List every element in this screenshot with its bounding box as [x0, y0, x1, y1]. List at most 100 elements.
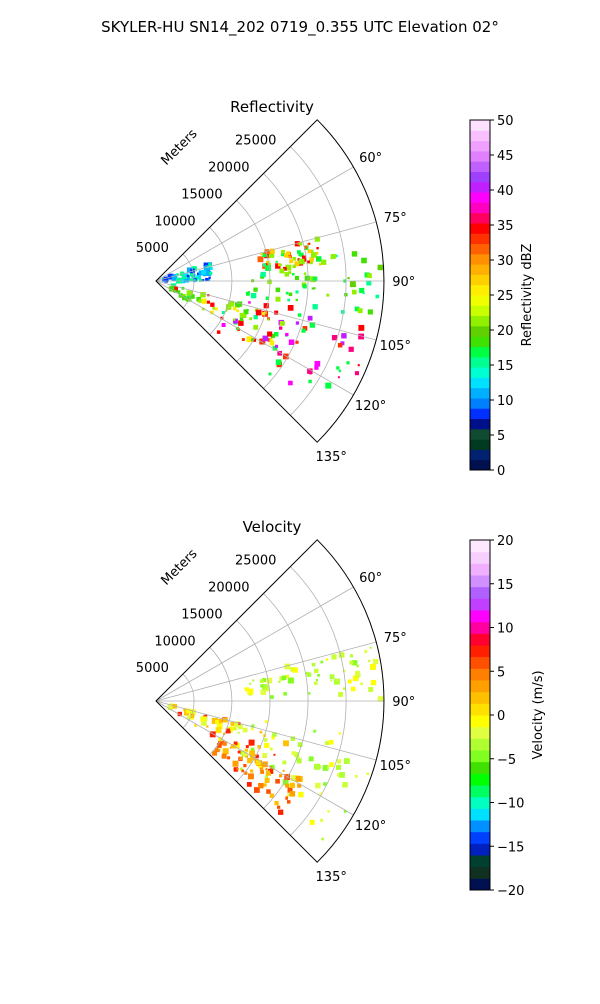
colorbar-tick-label: −10: [497, 797, 524, 812]
colorbar-swatch: [470, 738, 490, 751]
echo-cell: [214, 307, 218, 311]
echo-cell: [279, 263, 282, 267]
echo-cell: [245, 755, 249, 758]
colorbar-swatch: [470, 222, 490, 234]
echo-cell: [358, 324, 365, 331]
colorbar-swatch: [470, 785, 490, 798]
echo-cell: [267, 318, 270, 321]
echo-cell: [269, 747, 273, 751]
colorbar-swatch: [470, 408, 490, 420]
echo-cell: [338, 692, 343, 697]
echo-cell: [200, 719, 207, 726]
echo-cell: [310, 249, 314, 253]
echo-cell: [309, 372, 312, 375]
echo-cell: [284, 253, 289, 258]
echo-cell: [232, 760, 239, 767]
echo-cell: [297, 783, 302, 788]
echo-cell: [189, 278, 194, 282]
echo-cell: [216, 743, 222, 748]
velocity-radial-label: Meters: [159, 546, 201, 588]
echo-cell: [267, 279, 272, 285]
echo-cell: [215, 727, 222, 733]
echo-cell: [236, 309, 240, 313]
echo-cell: [326, 293, 330, 297]
echo-cell: [346, 361, 350, 365]
echo-cell: [260, 770, 264, 774]
radial-gridline: [263, 173, 309, 389]
echo-cell: [318, 263, 322, 266]
echo-cell: [255, 754, 259, 759]
colorbar-swatch: [470, 598, 490, 611]
echo-cell: [295, 290, 299, 294]
colorbar-swatch: [470, 563, 490, 576]
echo-cell: [354, 306, 360, 312]
echo-cell: [283, 740, 289, 747]
echo-cell: [308, 692, 311, 695]
echo-cell: [241, 769, 245, 773]
colorbar-swatch: [470, 346, 490, 358]
colorbar-swatch: [470, 336, 490, 347]
echo-cell: [196, 275, 201, 280]
echo-cell: [232, 318, 238, 324]
echo-cell: [239, 756, 243, 761]
echo-cell: [290, 736, 296, 741]
echo-cell: [248, 773, 254, 780]
echo-cell: [203, 262, 209, 268]
echo-cell: [216, 723, 223, 730]
echo-cell: [357, 308, 363, 314]
echo-cell: [375, 294, 380, 299]
echo-cell: [176, 273, 179, 277]
echo-cell: [211, 717, 218, 724]
colorbar-swatch: [470, 130, 490, 142]
echo-cell: [207, 278, 211, 282]
angle-tick-label: 90°: [392, 275, 415, 290]
echo-cell: [229, 746, 232, 749]
echo-cell: [266, 260, 270, 265]
echo-cell: [280, 321, 285, 326]
colorbar-tick-label: 0: [497, 709, 505, 724]
echo-cell: [237, 750, 241, 754]
echo-cell: [198, 299, 203, 303]
echo-cell: [279, 268, 285, 274]
echo-cell: [184, 273, 189, 278]
echo-cell: [349, 654, 353, 658]
echo-cell: [221, 323, 226, 327]
colorbar-swatch: [470, 773, 490, 786]
echo-cell: [320, 818, 323, 822]
echo-cell: [275, 260, 278, 263]
colorbar-swatch: [470, 656, 490, 669]
colorbar-tick-label: 5: [497, 665, 505, 680]
echo-cell: [352, 289, 357, 295]
echo-cell: [297, 258, 300, 261]
echo-cell: [277, 350, 282, 356]
echo-cell: [294, 752, 300, 758]
echo-cell: [214, 747, 219, 752]
colorbar-swatch: [470, 181, 490, 193]
echo-cell: [347, 277, 350, 280]
echo-cell: [269, 793, 275, 798]
echo-cell: [281, 249, 285, 254]
echo-cell: [331, 654, 337, 660]
echo-cell: [292, 256, 297, 261]
colorbar-swatch: [470, 284, 490, 296]
echo-cell: [336, 366, 340, 370]
echo-cell: [200, 292, 206, 298]
echo-cell: [288, 292, 293, 297]
echo-cell: [201, 269, 206, 275]
reflectivity-radial-ticks: 5000 10000 15000 20000 25000: [136, 134, 277, 257]
echo-cell: [327, 810, 330, 813]
echo-cell: [250, 338, 254, 342]
echo-cell: [250, 292, 257, 299]
echo-cell: [325, 382, 332, 389]
echo-cell: [221, 311, 225, 315]
reflectivity-title: Reflectivity: [230, 98, 314, 116]
colorbar-swatch: [470, 377, 490, 389]
echo-cell: [273, 753, 276, 756]
echo-cell: [202, 273, 207, 277]
echo-cell: [260, 253, 263, 256]
echo-cell: [315, 679, 318, 682]
echo-cell: [315, 782, 321, 789]
echo-cell: [308, 756, 314, 762]
echo-cell: [329, 674, 335, 679]
echo-cell: [194, 724, 197, 727]
